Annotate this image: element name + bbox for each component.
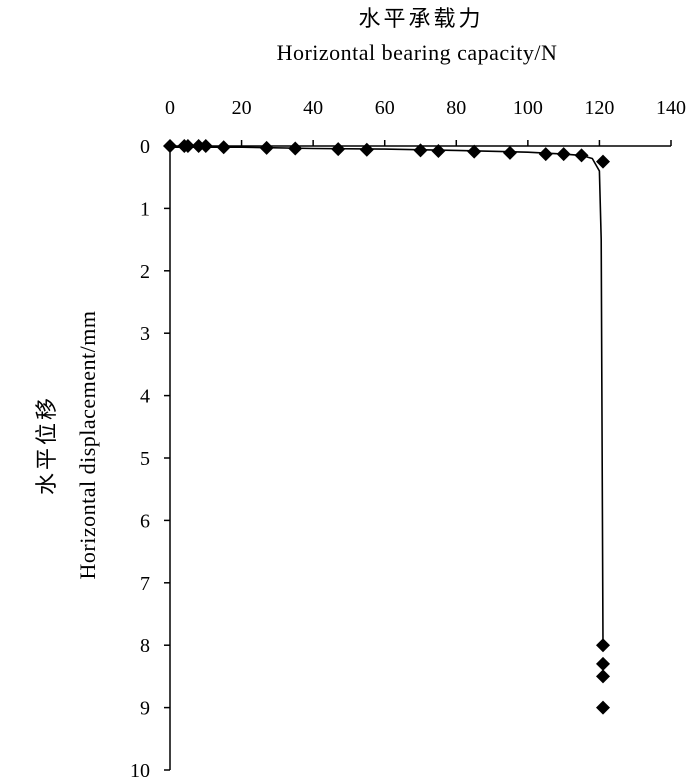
x-ticks: 0 20 40 60 80 100 120 140 (165, 97, 686, 146)
data-point (431, 143, 446, 158)
y-ticks: 0 1 2 3 4 5 6 7 8 9 10 (130, 136, 170, 780)
y-tick-label: 0 (140, 136, 150, 158)
y-tick-label: 10 (130, 760, 150, 780)
data-point (556, 147, 571, 162)
data-point (198, 139, 213, 153)
data-point (596, 669, 611, 684)
y-tick-label: 5 (140, 448, 150, 470)
y-tick-label: 4 (140, 386, 150, 408)
y-tick-label: 7 (140, 573, 150, 595)
data-point (259, 140, 274, 155)
data-point (413, 143, 428, 158)
data-point (596, 656, 611, 671)
x-tick-label: 140 (656, 97, 686, 119)
data-point (180, 139, 195, 153)
x-tick-label: 0 (165, 97, 175, 119)
y-tick-label: 8 (140, 635, 150, 657)
data-point (596, 154, 611, 169)
data-point (163, 139, 177, 153)
x-tick-label: 40 (303, 97, 323, 119)
data-point (502, 145, 517, 160)
data-point (596, 700, 611, 715)
data-point (331, 142, 346, 157)
x-tick-label: 100 (513, 97, 543, 119)
x-tick-label: 120 (584, 97, 614, 119)
x-tick-label: 60 (375, 97, 395, 119)
data-point (288, 141, 303, 156)
y-tick-label: 9 (140, 698, 150, 720)
y-axis-label-cn: 水平位移 (35, 395, 60, 495)
data-point (596, 638, 611, 653)
series-points (163, 139, 611, 715)
y-tick-label: 6 (140, 510, 150, 532)
y-tick-label: 1 (140, 198, 150, 220)
y-tick-label: 3 (140, 323, 150, 345)
data-point (216, 140, 231, 155)
x-tick-label: 20 (232, 97, 252, 119)
x-tick-label: 80 (446, 97, 466, 119)
y-axis-label-en: Horizontal displacement/mm (75, 311, 100, 580)
data-point (467, 144, 482, 159)
data-point (538, 147, 553, 162)
y-tick-label: 2 (140, 261, 150, 283)
data-point (191, 139, 206, 153)
series-line (170, 146, 604, 646)
chart-title-cn: 水平承载力 (358, 7, 483, 32)
chart-title-en: Horizontal bearing capacity/N (277, 40, 558, 65)
data-point (359, 142, 374, 157)
data-point (574, 148, 589, 163)
